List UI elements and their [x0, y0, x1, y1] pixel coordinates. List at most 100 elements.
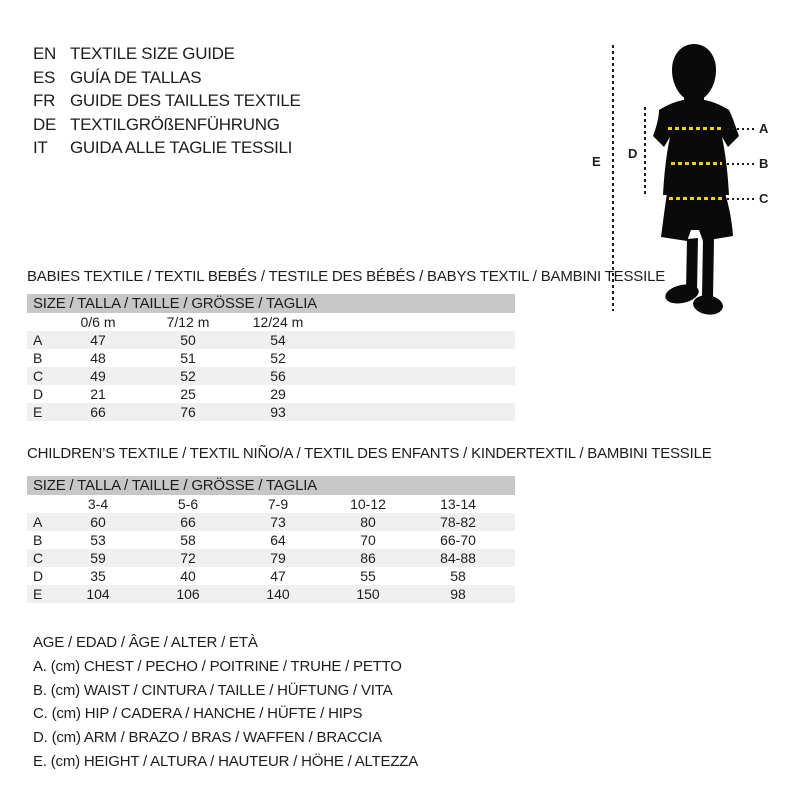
table-cell: 70 [360, 532, 376, 548]
table-cell: 59 [90, 550, 106, 566]
language-title-list: EN TEXTILE SIZE GUIDE ES GUÍA DE TALLAS FR… [33, 42, 301, 160]
spacer-cell [27, 495, 53, 513]
table-row: D 35 40 47 55 58 [27, 567, 515, 585]
column-header: 7-9 [267, 496, 289, 512]
table-row: C 49 52 56 [27, 367, 515, 385]
table-cell: 79 [270, 550, 286, 566]
filler-cell [323, 349, 515, 367]
table-cell: 86 [360, 550, 376, 566]
lang-code: ES [33, 67, 56, 87]
size-header-bar: SIZE / TALLA / TAILLE / GRÖSSE / TAGLIA [27, 476, 515, 495]
table-cell: 52 [270, 350, 286, 366]
filler-cell [323, 385, 515, 403]
table-row: B 53 58 64 70 66-70 [27, 531, 515, 549]
column-header: 3-4 [87, 496, 109, 512]
lang-row-fr: FR GUIDE DES TAILLES TEXTILE [33, 89, 301, 113]
table-cell: 64 [270, 532, 286, 548]
column-header: 10-12 [350, 496, 386, 512]
filler-cell [503, 495, 515, 513]
table-cell: 104 [86, 586, 110, 602]
lang-title: TEXTILGRÖßENFÜHRUNG [70, 114, 280, 134]
hip-label-c: C [759, 191, 769, 206]
table-cell: 51 [180, 350, 196, 366]
babies-section-title: BABIES TEXTILE / TEXTIL BEBÉS / TESTILE … [27, 268, 666, 285]
legend-chest-line: A. (cm) CHEST / PECHO / POITRINE / TRUHE… [33, 657, 402, 675]
babies-size-table: SIZE / TALLA / TAILLE / GRÖSSE / TAGLIA … [27, 294, 515, 421]
column-header: 13-14 [440, 496, 476, 512]
table-cell: 40 [180, 568, 196, 584]
table-cell: 48 [90, 350, 106, 366]
lang-row-en: EN TEXTILE SIZE GUIDE [33, 42, 301, 66]
filler-cell [323, 331, 515, 349]
size-header-bar: SIZE / TALLA / TAILLE / GRÖSSE / TAGLIA [27, 294, 515, 313]
table-cell: 72 [180, 550, 196, 566]
row-label: B [33, 532, 43, 548]
table-cell: 58 [180, 532, 196, 548]
table-cell: 50 [180, 332, 196, 348]
children-section-title: CHILDREN’S TEXTILE / TEXTIL NIÑO/A / TEX… [27, 445, 712, 462]
filler-cell [503, 567, 515, 585]
legend-age-line: AGE / EDAD / ÂGE / ALTER / ETÀ [33, 634, 258, 651]
table-cell: 35 [90, 568, 106, 584]
lang-title: GUÍA DE TALLAS [70, 67, 202, 87]
filler-cell [323, 313, 515, 331]
lang-row-de: DE TEXTILGRÖßENFÜHRUNG [33, 113, 301, 137]
table-cell: 55 [360, 568, 376, 584]
row-label: D [33, 568, 44, 584]
row-label: D [33, 386, 44, 402]
hip-measure-line-c [669, 197, 724, 200]
table-cell: 21 [90, 386, 106, 402]
table-row: C 59 72 79 86 84-88 [27, 549, 515, 567]
children-size-table: SIZE / TALLA / TAILLE / GRÖSSE / TAGLIA … [27, 476, 515, 603]
table-cell: 66-70 [440, 532, 476, 548]
table-cell: 53 [90, 532, 106, 548]
filler-cell [503, 531, 515, 549]
table-cell: 60 [90, 514, 106, 530]
lang-code: IT [33, 138, 48, 157]
lang-code: FR [33, 91, 56, 110]
table-cell: 106 [176, 586, 200, 602]
lang-code: DE [33, 114, 57, 134]
table-cell: 150 [356, 586, 380, 602]
table-cell: 54 [270, 332, 286, 348]
filler-cell [503, 513, 515, 531]
child-silhouette-icon [653, 44, 739, 315]
lang-row-es: ES GUÍA DE TALLAS [33, 66, 301, 90]
height-label-e: E [592, 154, 601, 169]
row-label: C [33, 550, 44, 566]
row-label: C [33, 368, 44, 384]
chest-label-a: A [759, 121, 769, 136]
waist-measure-line-b [671, 162, 722, 165]
arm-measure-line-d [644, 107, 646, 196]
filler-cell [503, 585, 515, 603]
filler-cell [503, 549, 515, 567]
column-header: 0/6 m [80, 314, 116, 330]
legend-height-line: E. (cm) HEIGHT / ALTURA / HAUTEUR / HÖHE… [33, 752, 419, 770]
table-cell: 78-82 [440, 514, 476, 530]
spacer-cell [27, 313, 53, 331]
table-cell: 58 [450, 568, 466, 584]
table-row: E 104 106 140 150 98 [27, 585, 515, 603]
lang-title: GUIDA ALLE TAGLIE TESSILI [70, 138, 293, 157]
lang-title: TEXTILE SIZE GUIDE [70, 44, 235, 63]
table-cell: 52 [180, 368, 196, 384]
lang-row-it: IT GUIDA ALLE TAGLIE TESSILI [33, 136, 301, 160]
hip-leader-dots [727, 198, 756, 200]
table-cell: 47 [270, 568, 286, 584]
waist-label-b: B [759, 156, 769, 171]
table-cell: 25 [180, 386, 196, 402]
table-cell: 93 [270, 404, 286, 420]
row-label: E [33, 404, 43, 420]
filler-cell [323, 367, 515, 385]
table-cell: 29 [270, 386, 286, 402]
height-measure-line-e [612, 45, 614, 311]
table-cell: 84-88 [440, 550, 476, 566]
legend-arm-line: D. (cm) ARM / BRAZO / BRAS / WAFFEN / BR… [33, 729, 382, 747]
table-cell: 140 [266, 586, 290, 602]
table-cell: 73 [270, 514, 286, 530]
table-row: A 47 50 54 [27, 331, 515, 349]
row-label: E [33, 586, 43, 602]
table-cell: 47 [90, 332, 106, 348]
chest-leader-dots [727, 128, 756, 130]
